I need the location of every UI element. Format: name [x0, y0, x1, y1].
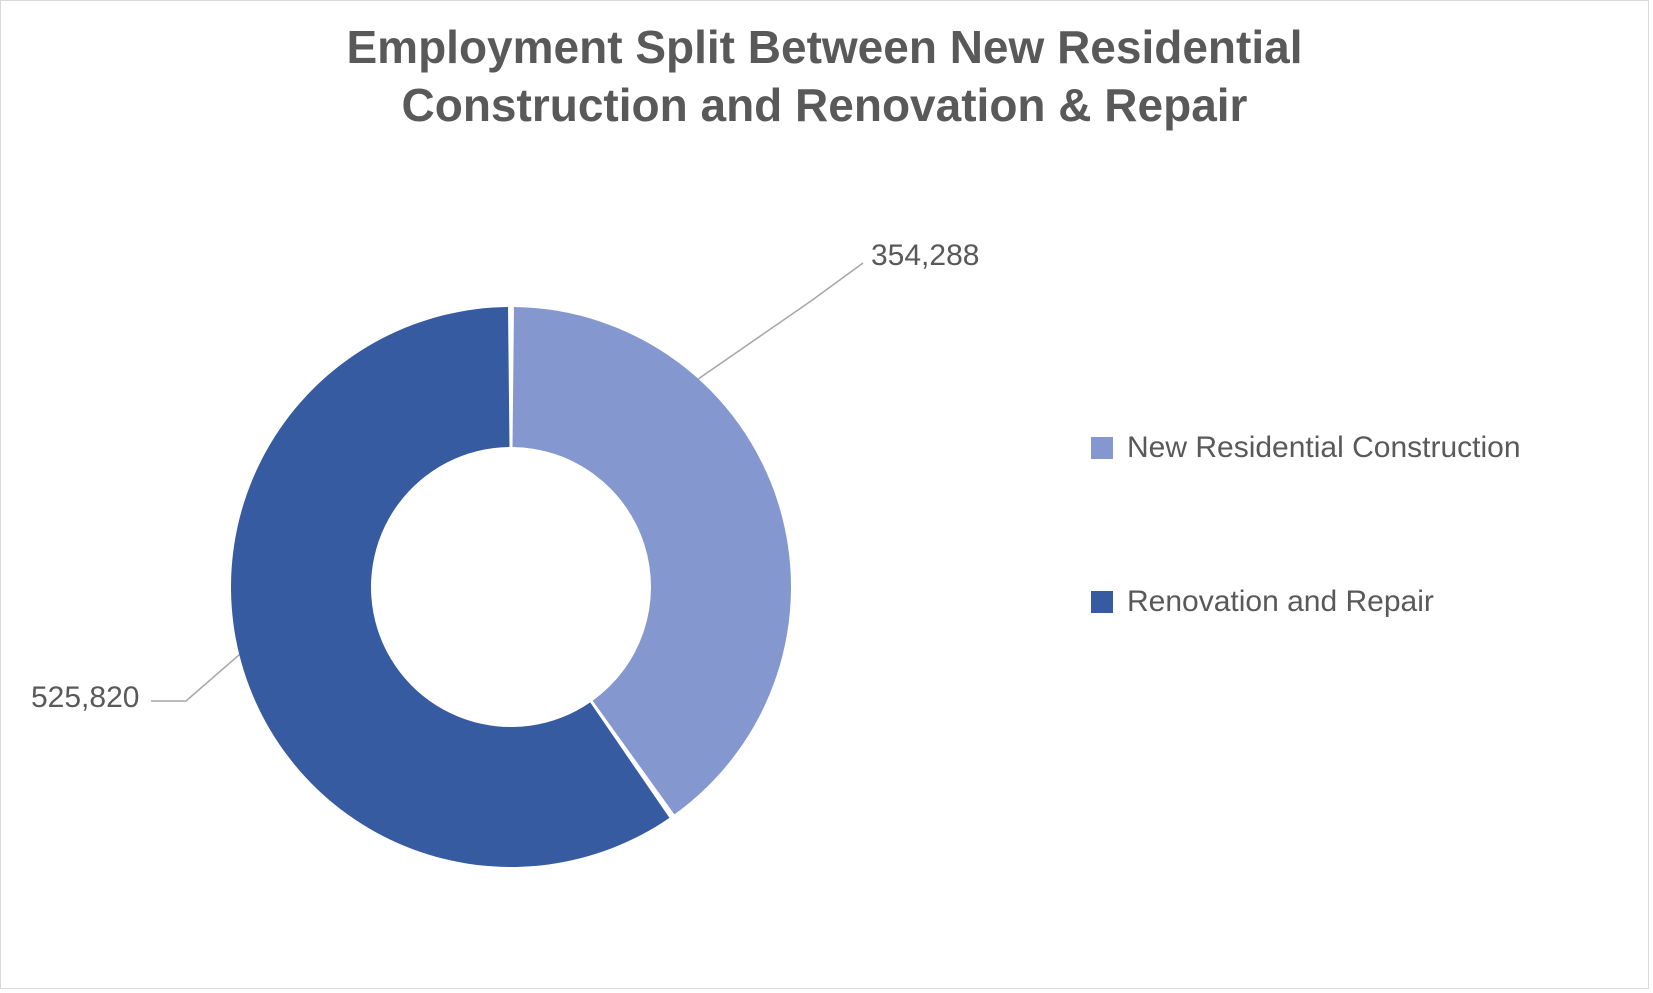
data-label-new-residential: 354,288: [871, 239, 979, 273]
chart-legend: New Residential Construction Renovation …: [1091, 431, 1521, 619]
leader-line: [151, 655, 239, 701]
legend-label: New Residential Construction: [1127, 431, 1521, 465]
legend-item-new-residential: New Residential Construction: [1091, 431, 1521, 465]
chart-frame: Employment Split Between New Residential…: [0, 0, 1649, 989]
legend-item-renovation-repair: Renovation and Repair: [1091, 585, 1521, 619]
legend-label: Renovation and Repair: [1127, 585, 1434, 619]
data-label-renovation-repair: 525,820: [31, 681, 139, 715]
legend-swatch-icon: [1091, 437, 1113, 459]
legend-swatch-icon: [1091, 591, 1113, 613]
leader-line: [698, 263, 863, 379]
